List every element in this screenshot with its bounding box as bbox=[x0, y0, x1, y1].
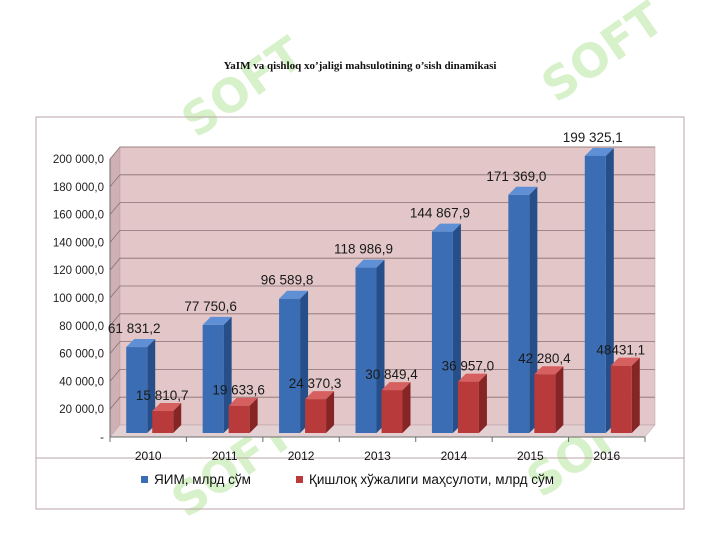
legend-item-qishloq-label: Қишлоқ хўжалиги маҳсулоти, млрд сўм bbox=[309, 472, 554, 487]
data-label-yim: 118 986,9 bbox=[334, 242, 393, 257]
bar-qishloq-top bbox=[228, 397, 258, 406]
chart-title: YaIM va qishloq xo’jaligi mahsulotining … bbox=[223, 60, 497, 72]
x-tick-label: 2015 bbox=[517, 449, 544, 463]
bar-yim-side bbox=[529, 186, 538, 433]
bar-qishloq-top bbox=[610, 357, 640, 366]
bar-yim bbox=[279, 298, 301, 433]
bar-yim bbox=[355, 267, 377, 433]
bar-yim-top bbox=[431, 223, 461, 232]
y-tick-label: 120 000,0 bbox=[53, 265, 104, 277]
y-tick-label: 80 000,0 bbox=[59, 321, 104, 333]
legend-item-qishloq-swatch bbox=[296, 476, 303, 483]
gridline bbox=[109, 146, 655, 160]
bar-yim-top bbox=[279, 290, 309, 299]
bar-yim bbox=[508, 194, 530, 433]
bar-qishloq-top bbox=[152, 403, 182, 412]
bar-qishloq-top bbox=[381, 382, 411, 391]
data-label-yim: 77 750,6 bbox=[184, 299, 237, 314]
y-tick-label: 20 000,0 bbox=[59, 404, 104, 416]
x-tick-label: 2014 bbox=[441, 449, 468, 463]
bar-qishloq bbox=[610, 365, 632, 433]
gridline bbox=[109, 174, 655, 188]
gridline bbox=[109, 202, 655, 215]
gridline bbox=[109, 257, 655, 271]
gridline bbox=[109, 341, 655, 354]
bar-qishloq-side bbox=[249, 397, 258, 433]
bar-qishloq bbox=[381, 390, 403, 433]
gridline bbox=[109, 368, 655, 382]
data-label-yim: 144 867,9 bbox=[410, 206, 470, 221]
bar-yim-side bbox=[147, 339, 156, 433]
y-tick-label: 140 000,0 bbox=[53, 237, 104, 249]
x-tick-label: 2011 bbox=[212, 449, 238, 463]
data-label-qishloq: 15 810,7 bbox=[136, 388, 189, 403]
data-label-yim: 96 589,8 bbox=[261, 273, 314, 288]
bar-qishloq-top bbox=[305, 391, 335, 400]
bar-yim-side bbox=[300, 290, 309, 433]
legend-item-yim-label: ЯИМ, млрд сўм bbox=[154, 472, 251, 487]
legend-box bbox=[35, 457, 685, 510]
y-tick-label: 40 000,0 bbox=[59, 376, 104, 388]
bar-qishloq-top bbox=[457, 373, 487, 382]
bar-yim-top bbox=[584, 147, 614, 156]
bar-yim-top bbox=[202, 316, 232, 325]
bar-qishloq-side bbox=[402, 382, 411, 433]
bar-yim-side bbox=[223, 316, 232, 433]
bar-qishloq-side bbox=[326, 391, 335, 433]
data-label-yim: 199 325,1 bbox=[563, 130, 623, 145]
bar-qishloq bbox=[534, 374, 556, 433]
bar-qishloq-side bbox=[173, 403, 182, 433]
data-label-qishloq: 48431,1 bbox=[596, 343, 645, 358]
bar-qishloq-top bbox=[534, 366, 564, 375]
bar-qishloq-side bbox=[478, 373, 487, 433]
x-tick-label: 2013 bbox=[364, 449, 391, 463]
bar-yim-top bbox=[355, 259, 385, 268]
gridline bbox=[109, 229, 655, 243]
gridline bbox=[109, 313, 655, 327]
bar-yim-top bbox=[126, 339, 156, 348]
data-label-qishloq: 30 849,4 bbox=[365, 367, 418, 382]
y-tick-label: 100 000,0 bbox=[53, 293, 104, 305]
bar-qishloq-side bbox=[555, 366, 564, 433]
data-label-yim: 61 831,2 bbox=[108, 321, 161, 336]
bar-yim-top bbox=[508, 186, 538, 195]
bar-yim bbox=[202, 324, 224, 433]
data-label-qishloq: 24 370,3 bbox=[289, 376, 342, 391]
x-tick-label: 2010 bbox=[135, 449, 162, 463]
y-tick-label: 60 000,0 bbox=[59, 349, 104, 361]
y-tick-label: 200 000,0 bbox=[53, 154, 104, 166]
y-tick-label: 180 000,0 bbox=[53, 182, 104, 194]
bar-qishloq bbox=[228, 405, 250, 433]
x-tick-label: 2016 bbox=[593, 449, 620, 463]
bar-qishloq-side bbox=[631, 357, 640, 433]
y-tick-label: 160 000,0 bbox=[53, 210, 104, 222]
bar-yim bbox=[126, 347, 148, 433]
gridline bbox=[109, 285, 655, 299]
bar-yim bbox=[431, 231, 453, 433]
bar-yim bbox=[584, 155, 606, 433]
legend-item-yim-swatch bbox=[141, 476, 148, 483]
data-label-yim: 171 369,0 bbox=[486, 169, 546, 184]
bar-qishloq bbox=[305, 399, 327, 433]
data-label-qishloq: 19 633,6 bbox=[212, 383, 265, 398]
bar-yim-side bbox=[605, 147, 614, 433]
bar-qishloq bbox=[457, 381, 479, 433]
x-tick-label: 2012 bbox=[288, 449, 315, 463]
data-label-qishloq: 42 280,4 bbox=[518, 351, 571, 366]
y-tick-label: - bbox=[100, 432, 104, 444]
data-label-qishloq: 36 957,0 bbox=[442, 359, 495, 374]
bar-qishloq bbox=[152, 411, 174, 433]
